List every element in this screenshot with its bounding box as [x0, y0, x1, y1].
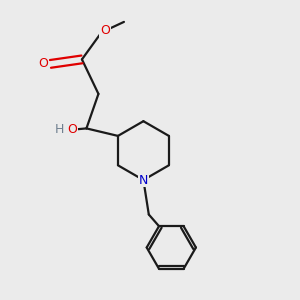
Text: H: H — [55, 123, 64, 136]
Text: O: O — [38, 57, 48, 70]
Text: O: O — [68, 123, 77, 136]
Text: N: N — [139, 173, 148, 187]
Text: O: O — [100, 24, 110, 38]
